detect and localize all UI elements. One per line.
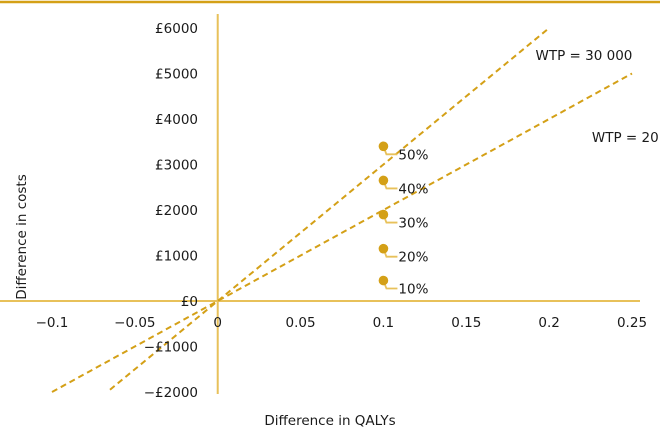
point-label-5: 50% <box>398 147 428 163</box>
y-tick-label: −£1000 <box>144 340 198 356</box>
y-axis-title: Difference in costs <box>14 174 30 300</box>
wtp-line-2 <box>51 72 633 393</box>
y-tick-label: £6000 <box>155 21 198 37</box>
y-tick-label: £0 <box>181 294 198 310</box>
data-point-1 <box>378 275 389 286</box>
x-tick-label: 0.05 <box>286 315 316 331</box>
y-tick-label: £2000 <box>155 203 198 219</box>
x-tick-label: 0.15 <box>451 315 481 331</box>
wtp-line-1 <box>109 27 550 391</box>
data-point-5 <box>378 141 389 152</box>
y-tick-label: £1000 <box>155 249 198 265</box>
x-tick-label: 0 <box>213 315 222 331</box>
point-label-4: 40% <box>398 181 428 197</box>
point-label-1: 10% <box>398 282 428 298</box>
x-axis-title: Difference in QALYs <box>264 413 395 429</box>
data-point-3 <box>378 209 389 220</box>
wtp-label-2: WTP = 20 000 <box>592 130 660 146</box>
x-tick-label: −0.1 <box>36 315 69 331</box>
x-tick-label: −0.05 <box>114 315 155 331</box>
data-point-4 <box>378 175 389 186</box>
wtp-label-1: WTP = 30 000 <box>536 48 633 64</box>
y-tick-label: £4000 <box>155 112 198 128</box>
y-tick-label: £3000 <box>155 158 198 174</box>
x-tick-label: 0.25 <box>617 315 647 331</box>
y-tick-label: −£2000 <box>144 385 198 401</box>
point-label-2: 20% <box>398 250 428 266</box>
x-tick-label: 0.2 <box>538 315 559 331</box>
y-tick-label: £5000 <box>155 67 198 83</box>
data-point-2 <box>378 243 389 254</box>
x-tick-label: 0.1 <box>373 315 394 331</box>
point-label-3: 30% <box>398 216 428 232</box>
